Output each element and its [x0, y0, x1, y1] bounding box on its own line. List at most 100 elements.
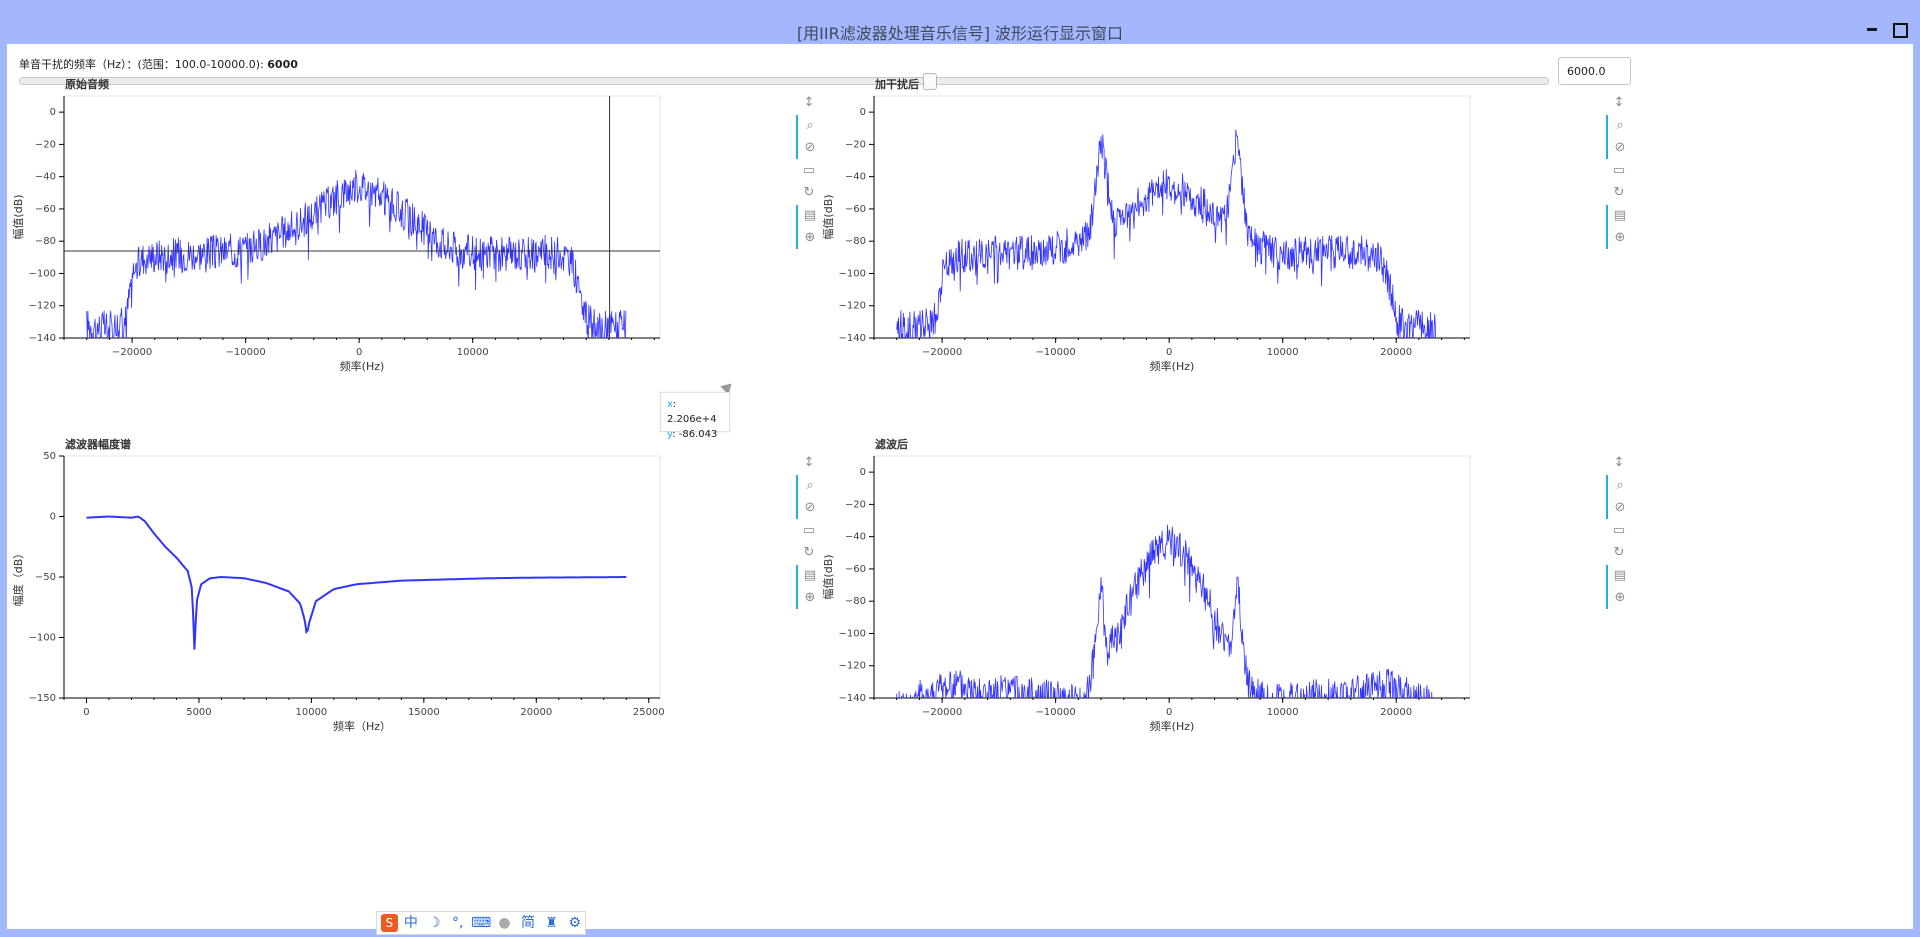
- plot-frame: [873, 95, 1471, 339]
- plot-filtered[interactable]: 滤波后 −20000 −10000 0 10000 20000 0 −20 −40 −60 −80 −…: [817, 434, 1647, 774]
- box-zoom-icon[interactable]: ⌕: [1606, 114, 1632, 137]
- series-line: [896, 524, 1433, 698]
- hover-icon[interactable]: ▤: [1606, 564, 1632, 587]
- ime-simplified-icon[interactable]: 简: [520, 915, 535, 931]
- save-icon[interactable]: ▭: [802, 162, 816, 178]
- plot-interfered[interactable]: 加干扰后 −20000 −10000 0 10000 20000 0 −20 −40 −60 −80…: [817, 74, 1647, 414]
- x-tick-label: 5000: [186, 707, 211, 718]
- x-tick-label: 10000: [457, 347, 489, 358]
- ime-logo-icon[interactable]: S: [381, 914, 398, 932]
- slider-handle[interactable]: [922, 73, 937, 90]
- series-line: [86, 515, 627, 650]
- x-tick-label: 20000: [1380, 347, 1412, 358]
- chart-title: 滤波后: [875, 437, 908, 451]
- crosshair-icon[interactable]: ⊕: [796, 587, 822, 609]
- y-tick-label: −80: [845, 596, 866, 607]
- x-tick-label: −20000: [922, 707, 962, 718]
- slider-value-text: 6000: [267, 58, 298, 71]
- window-title: [用IIR滤波器处理音乐信号] 波形运行显示窗口: [796, 24, 1124, 43]
- y-tick-label: −60: [845, 204, 866, 215]
- save-icon[interactable]: ▭: [1612, 522, 1626, 538]
- y-tick-label: −140: [839, 693, 866, 704]
- ime-keyboard-icon[interactable]: ⌨: [471, 915, 492, 931]
- x-tick-label: 10000: [1267, 347, 1299, 358]
- chart-svg: 滤波器幅度谱 0 5000 10000 15000 20000 25000 50 0 −50 −10…: [11, 437, 665, 733]
- y-tick-label: 0: [50, 512, 56, 523]
- reset-icon[interactable]: ↻: [803, 545, 815, 560]
- pan-icon[interactable]: ↕: [803, 455, 815, 470]
- y-tick-label: 0: [50, 107, 56, 118]
- x-axis-label: 频率(Hz): [1150, 359, 1195, 373]
- pan-icon[interactable]: ↕: [1613, 95, 1625, 110]
- wheel-zoom-icon[interactable]: ⊘: [796, 497, 822, 519]
- pan-icon[interactable]: ↕: [803, 95, 815, 110]
- pan-icon[interactable]: ↕: [1613, 455, 1625, 470]
- hover-icon[interactable]: ▤: [1606, 204, 1632, 227]
- x-tick-label: 0: [83, 707, 89, 718]
- crosshair-icon[interactable]: ⊕: [1606, 227, 1632, 249]
- box-zoom-icon[interactable]: ⌕: [1606, 474, 1632, 497]
- save-icon[interactable]: ▭: [1612, 162, 1626, 178]
- y-tick-label: −150: [29, 693, 56, 704]
- ime-punctuation-icon[interactable]: °,: [451, 915, 464, 931]
- x-tick-label: 10000: [1267, 707, 1299, 718]
- frequency-slider[interactable]: [19, 73, 1549, 90]
- y-tick-label: −120: [839, 661, 866, 672]
- reset-icon[interactable]: ↻: [803, 185, 815, 200]
- slider-label: 单音干扰的频率（Hz）：(范围：100.0-10000.0): 6000: [19, 56, 298, 72]
- ime-skin-icon[interactable]: ♜: [545, 915, 558, 931]
- wheel-zoom-icon[interactable]: ⊘: [1606, 137, 1632, 159]
- plot-frame: [873, 455, 1471, 699]
- plot-original[interactable]: 原始音频 −20000 −10000 0 10000 0 −20 −40 −60 −80 −100 −…: [7, 74, 837, 414]
- hover-icon[interactable]: ▤: [796, 564, 822, 587]
- y-tick-label: −80: [35, 236, 56, 247]
- y-tick-label: −60: [845, 564, 866, 575]
- chart-svg: 滤波后 −20000 −10000 0 10000 20000 0 −20 −40 −60 −80 −…: [822, 437, 1471, 733]
- plot-filter[interactable]: 滤波器幅度谱 0 5000 10000 15000 20000 25000 50 0 −50 −10…: [7, 434, 837, 774]
- crosshair-icon[interactable]: ⊕: [796, 227, 822, 249]
- y-tick-label: −40: [845, 532, 866, 543]
- hover-icon[interactable]: ▤: [796, 204, 822, 227]
- x-axis-label: 频率（Hz）: [333, 719, 391, 733]
- x-tick-label: −20000: [922, 347, 962, 358]
- chart-title: 加干扰后: [874, 77, 919, 91]
- x-tick-label: 0: [1166, 707, 1172, 718]
- ime-user-icon[interactable]: ●: [498, 915, 511, 931]
- y-tick-label: −20: [845, 139, 866, 150]
- x-axis-label: 频率(Hz): [1150, 719, 1195, 733]
- reset-icon[interactable]: ↻: [1613, 545, 1625, 560]
- y-axis-label: 幅值(dB): [12, 194, 25, 239]
- x-tick-label: −10000: [1036, 347, 1076, 358]
- x-tick-label: 10000: [295, 707, 327, 718]
- series-line: [86, 170, 627, 338]
- crosshair-icon[interactable]: ⊕: [1606, 587, 1632, 609]
- chart-title: 滤波器幅度谱: [65, 437, 131, 451]
- y-tick-label: −100: [29, 633, 56, 644]
- box-zoom-icon[interactable]: ⌕: [796, 114, 822, 137]
- chart-title: 原始音频: [65, 77, 109, 91]
- box-zoom-icon[interactable]: ⌕: [796, 474, 822, 497]
- maximize-icon[interactable]: [1892, 22, 1908, 38]
- chart-svg: 原始音频 −20000 −10000 0 10000 0 −20 −40 −60 −80 −100 −…: [12, 77, 661, 373]
- save-icon[interactable]: ▭: [802, 522, 816, 538]
- tooltip-y-value: -86.043: [678, 429, 718, 440]
- tooltip-x-value: 2.206e+4: [667, 414, 717, 425]
- reset-icon[interactable]: ↻: [1613, 185, 1625, 200]
- x-tick-label: −10000: [1036, 707, 1076, 718]
- ime-chinese-icon[interactable]: 中: [403, 915, 418, 931]
- y-tick-label: −100: [29, 268, 56, 279]
- ime-settings-icon[interactable]: ⚙: [568, 915, 582, 931]
- y-tick-label: −120: [839, 301, 866, 312]
- minimize-icon[interactable]: [1865, 22, 1879, 36]
- wheel-zoom-icon[interactable]: ⊘: [796, 137, 822, 159]
- ime-moon-icon[interactable]: ☽: [428, 915, 441, 931]
- slider-label-prefix: 单音干扰的频率（Hz）：(范围：100.0-10000.0):: [19, 58, 268, 71]
- x-axis-label: 频率(Hz): [340, 359, 385, 373]
- y-tick-label: −140: [839, 333, 866, 344]
- x-tick-label: −20000: [112, 347, 152, 358]
- frequency-spin-input[interactable]: [1558, 57, 1631, 85]
- wheel-zoom-icon[interactable]: ⊘: [1606, 497, 1632, 519]
- plot-frame: [63, 95, 661, 339]
- y-tick-label: −120: [29, 301, 56, 312]
- hover-tooltip: x: 2.206e+4 y: -86.043: [660, 392, 730, 440]
